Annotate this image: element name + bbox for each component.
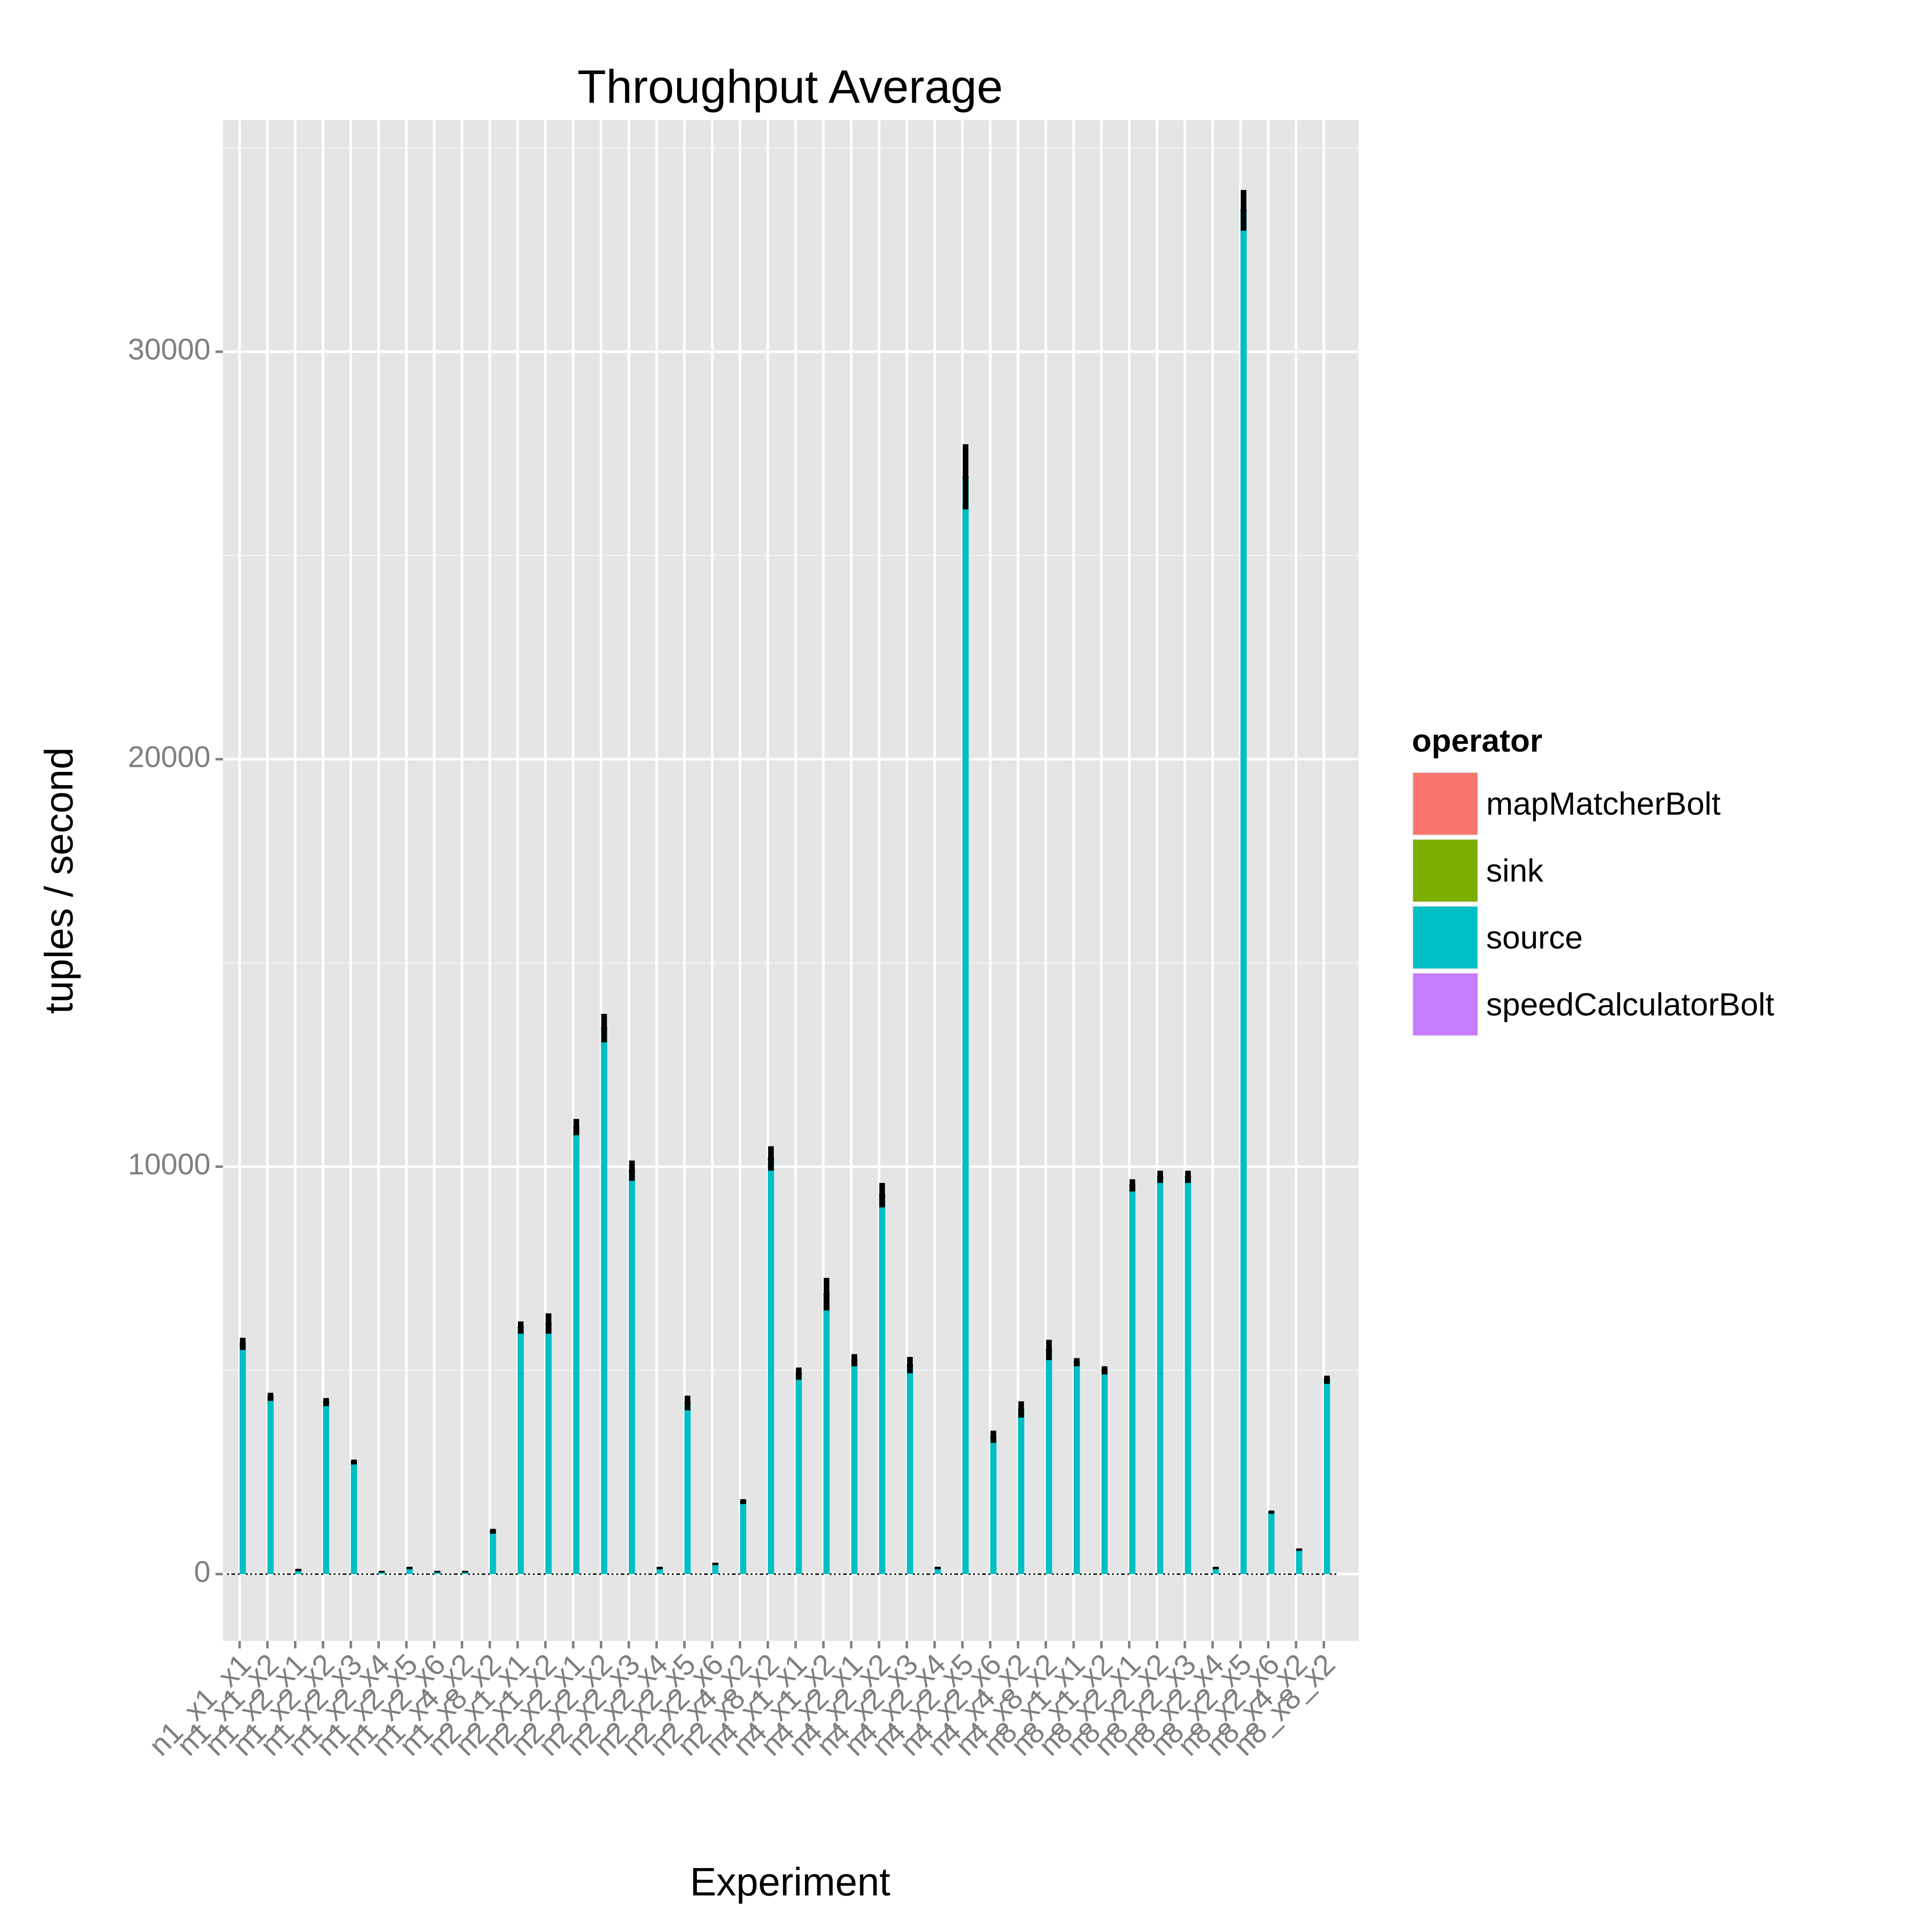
legend-label: source — [1486, 920, 1583, 955]
legend-label: mapMatcherBolt — [1486, 786, 1721, 822]
bar — [879, 1195, 886, 1574]
bar — [1240, 210, 1247, 1574]
legend-swatch — [1413, 973, 1478, 1035]
bar — [1046, 1350, 1052, 1574]
legend-swatch — [1413, 773, 1478, 835]
bar — [323, 1402, 329, 1574]
legend-title: operator — [1412, 723, 1542, 759]
bar — [1268, 1512, 1275, 1574]
bar — [239, 1344, 246, 1574]
bar — [712, 1564, 719, 1574]
legend-swatch — [1413, 840, 1478, 902]
bar — [379, 1571, 385, 1574]
bar — [489, 1531, 496, 1574]
bar — [1296, 1549, 1303, 1574]
y-tick-label: 10000 — [128, 1148, 211, 1181]
bar — [545, 1323, 552, 1574]
bar — [1323, 1380, 1330, 1574]
bar — [462, 1571, 468, 1574]
y-tick-label: 30000 — [128, 333, 211, 366]
legend-swatch — [1413, 906, 1478, 969]
bar — [656, 1568, 663, 1574]
bar — [1018, 1409, 1024, 1574]
bar — [1129, 1185, 1136, 1574]
bar — [351, 1462, 357, 1574]
bar — [434, 1571, 441, 1574]
bar — [406, 1568, 413, 1574]
bar — [768, 1158, 774, 1574]
y-tick-label: 20000 — [128, 740, 211, 773]
bar — [601, 1028, 608, 1574]
bar — [740, 1501, 747, 1574]
y-axis-label: tuples / second — [37, 748, 81, 1014]
bar — [962, 477, 969, 1574]
bar — [1073, 1362, 1080, 1574]
bar — [295, 1570, 302, 1574]
legend-label: sink — [1486, 853, 1544, 889]
bar — [518, 1328, 524, 1574]
bar — [1157, 1177, 1163, 1574]
chart-title: Throughput Average — [577, 60, 1003, 113]
bar — [573, 1127, 580, 1574]
bar — [684, 1403, 691, 1574]
bar — [1213, 1568, 1219, 1574]
x-axis-label: Experiment — [690, 1860, 891, 1904]
bar — [907, 1365, 913, 1574]
bar — [267, 1397, 274, 1574]
bar — [795, 1374, 802, 1574]
plot-panel — [223, 120, 1359, 1641]
legend-label: speedCalculatorBolt — [1486, 986, 1774, 1022]
y-tick-label: 0 — [194, 1555, 211, 1588]
bar — [934, 1568, 941, 1574]
bar — [990, 1437, 997, 1574]
bar — [1101, 1370, 1108, 1574]
bar — [823, 1294, 830, 1574]
bar — [851, 1360, 858, 1574]
bar — [628, 1171, 635, 1574]
bar — [1184, 1177, 1191, 1574]
